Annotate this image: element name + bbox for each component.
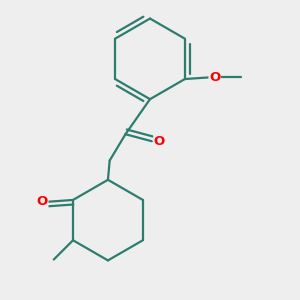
Text: O: O xyxy=(209,71,220,84)
Text: O: O xyxy=(37,195,48,208)
Text: O: O xyxy=(154,135,165,148)
